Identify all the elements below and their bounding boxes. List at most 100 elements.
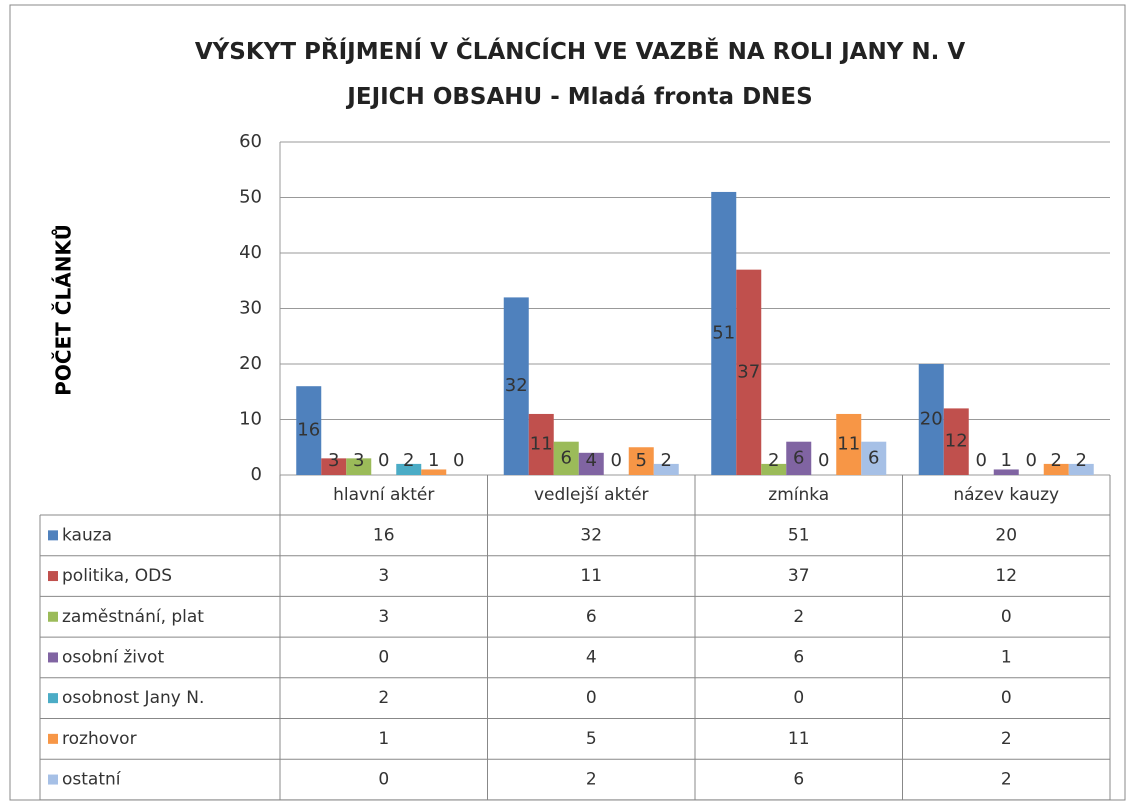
data-label: 4 [586, 450, 597, 471]
data-label: 6 [868, 447, 879, 468]
x-tick-label: hlavní aktér [333, 485, 434, 505]
legend-label: osobní život [62, 647, 164, 667]
table-cell: 0 [378, 647, 389, 667]
table-cell: 3 [378, 566, 389, 586]
data-label: 5 [636, 450, 647, 471]
legend-label: ostatní [62, 770, 122, 790]
data-label: 2 [1076, 450, 1087, 471]
y-tick-label: 40 [239, 242, 262, 263]
bar [578, 452, 604, 475]
data-label: 2 [403, 450, 414, 471]
data-label: 20 [920, 409, 943, 430]
legend-label: zaměstnání, plat [62, 607, 204, 627]
table-cell: 12 [995, 566, 1017, 586]
data-label: 2 [661, 450, 672, 471]
legend-swatch [48, 652, 58, 663]
bar [421, 469, 447, 475]
legend-swatch [48, 774, 58, 785]
bar [1068, 463, 1094, 475]
table-cell: 32 [580, 525, 602, 545]
data-label: 11 [837, 433, 860, 454]
table-cell: 2 [378, 688, 389, 708]
bar [736, 269, 762, 475]
table-cell: 5 [586, 729, 597, 749]
y-axis-label: POČET ČLÁNKŮ [52, 224, 76, 396]
legend-label: rozhovor [62, 729, 137, 749]
y-tick-label: 10 [239, 409, 262, 430]
legend-swatch [48, 530, 58, 541]
table-cell: 0 [378, 770, 389, 790]
data-label: 0 [1026, 450, 1037, 471]
bar [628, 447, 654, 475]
x-tick-label: vedlejší aktér [534, 485, 649, 505]
bar [503, 297, 529, 475]
table-cell: 0 [586, 688, 597, 708]
table-cell: 20 [995, 525, 1017, 545]
table-cell: 11 [788, 729, 810, 749]
bar [918, 364, 944, 475]
chart-title: VÝSKYT PŘÍJMENÍ V ČLÁNCÍCH VE VAZBĚ NA R… [194, 39, 966, 110]
data-label: 0 [818, 450, 829, 471]
y-tick-label: 20 [239, 353, 262, 374]
table-cell: 0 [793, 688, 804, 708]
bar [346, 458, 372, 475]
data-label: 32 [505, 375, 528, 396]
data-label: 16 [297, 420, 320, 441]
data-label: 11 [530, 433, 553, 454]
x-tick-label: název kauzy [953, 485, 1059, 505]
table-cell: 2 [1001, 770, 1012, 790]
data-label: 12 [945, 431, 968, 452]
bar [786, 441, 812, 475]
data-label: 3 [328, 450, 339, 471]
bar [296, 386, 322, 475]
data-label: 1 [428, 450, 439, 471]
bar [653, 463, 679, 475]
bar [1043, 463, 1069, 475]
bar [396, 463, 422, 475]
data-label: 6 [561, 447, 572, 468]
bar [861, 441, 887, 475]
data-label: 3 [353, 450, 364, 471]
data-label: 2 [1051, 450, 1062, 471]
data-label: 51 [712, 322, 735, 343]
bar [836, 413, 862, 475]
bar [321, 458, 347, 475]
bar [553, 441, 579, 475]
table-cell: 6 [586, 607, 597, 627]
bar [711, 191, 737, 475]
legend-swatch [48, 571, 58, 582]
table-cell: 4 [586, 647, 597, 667]
table-cell: 2 [1001, 729, 1012, 749]
legend-swatch [48, 733, 58, 744]
table-cell: 1 [1001, 647, 1012, 667]
y-tick-label: 30 [239, 298, 262, 319]
bar [528, 413, 554, 475]
table-cell: 51 [788, 525, 810, 545]
x-tick-label: zmínka [768, 485, 829, 505]
table-cell: 3 [378, 607, 389, 627]
table-cell: 0 [1001, 607, 1012, 627]
bar [761, 463, 787, 475]
table-cell: 1 [378, 729, 389, 749]
table-cell: 16 [373, 525, 395, 545]
chart-border [9, 4, 1126, 801]
data-label: 0 [976, 450, 987, 471]
y-tick-label: 50 [239, 187, 262, 208]
table-cell: 2 [793, 607, 804, 627]
y-tick-label: 0 [251, 464, 262, 485]
data-label: 1 [1001, 450, 1012, 471]
data-label: 0 [378, 450, 389, 471]
y-tick-label: 60 [239, 131, 262, 152]
bar [993, 469, 1019, 475]
data-label: 37 [737, 361, 760, 382]
table-cell: 11 [580, 566, 602, 586]
table-cell: 0 [1001, 688, 1012, 708]
data-label: 0 [611, 450, 622, 471]
legend-swatch [48, 693, 58, 704]
data-label: 6 [793, 447, 804, 468]
table-cell: 6 [793, 770, 804, 790]
table-cell: 6 [793, 647, 804, 667]
data-label: 2 [768, 450, 779, 471]
